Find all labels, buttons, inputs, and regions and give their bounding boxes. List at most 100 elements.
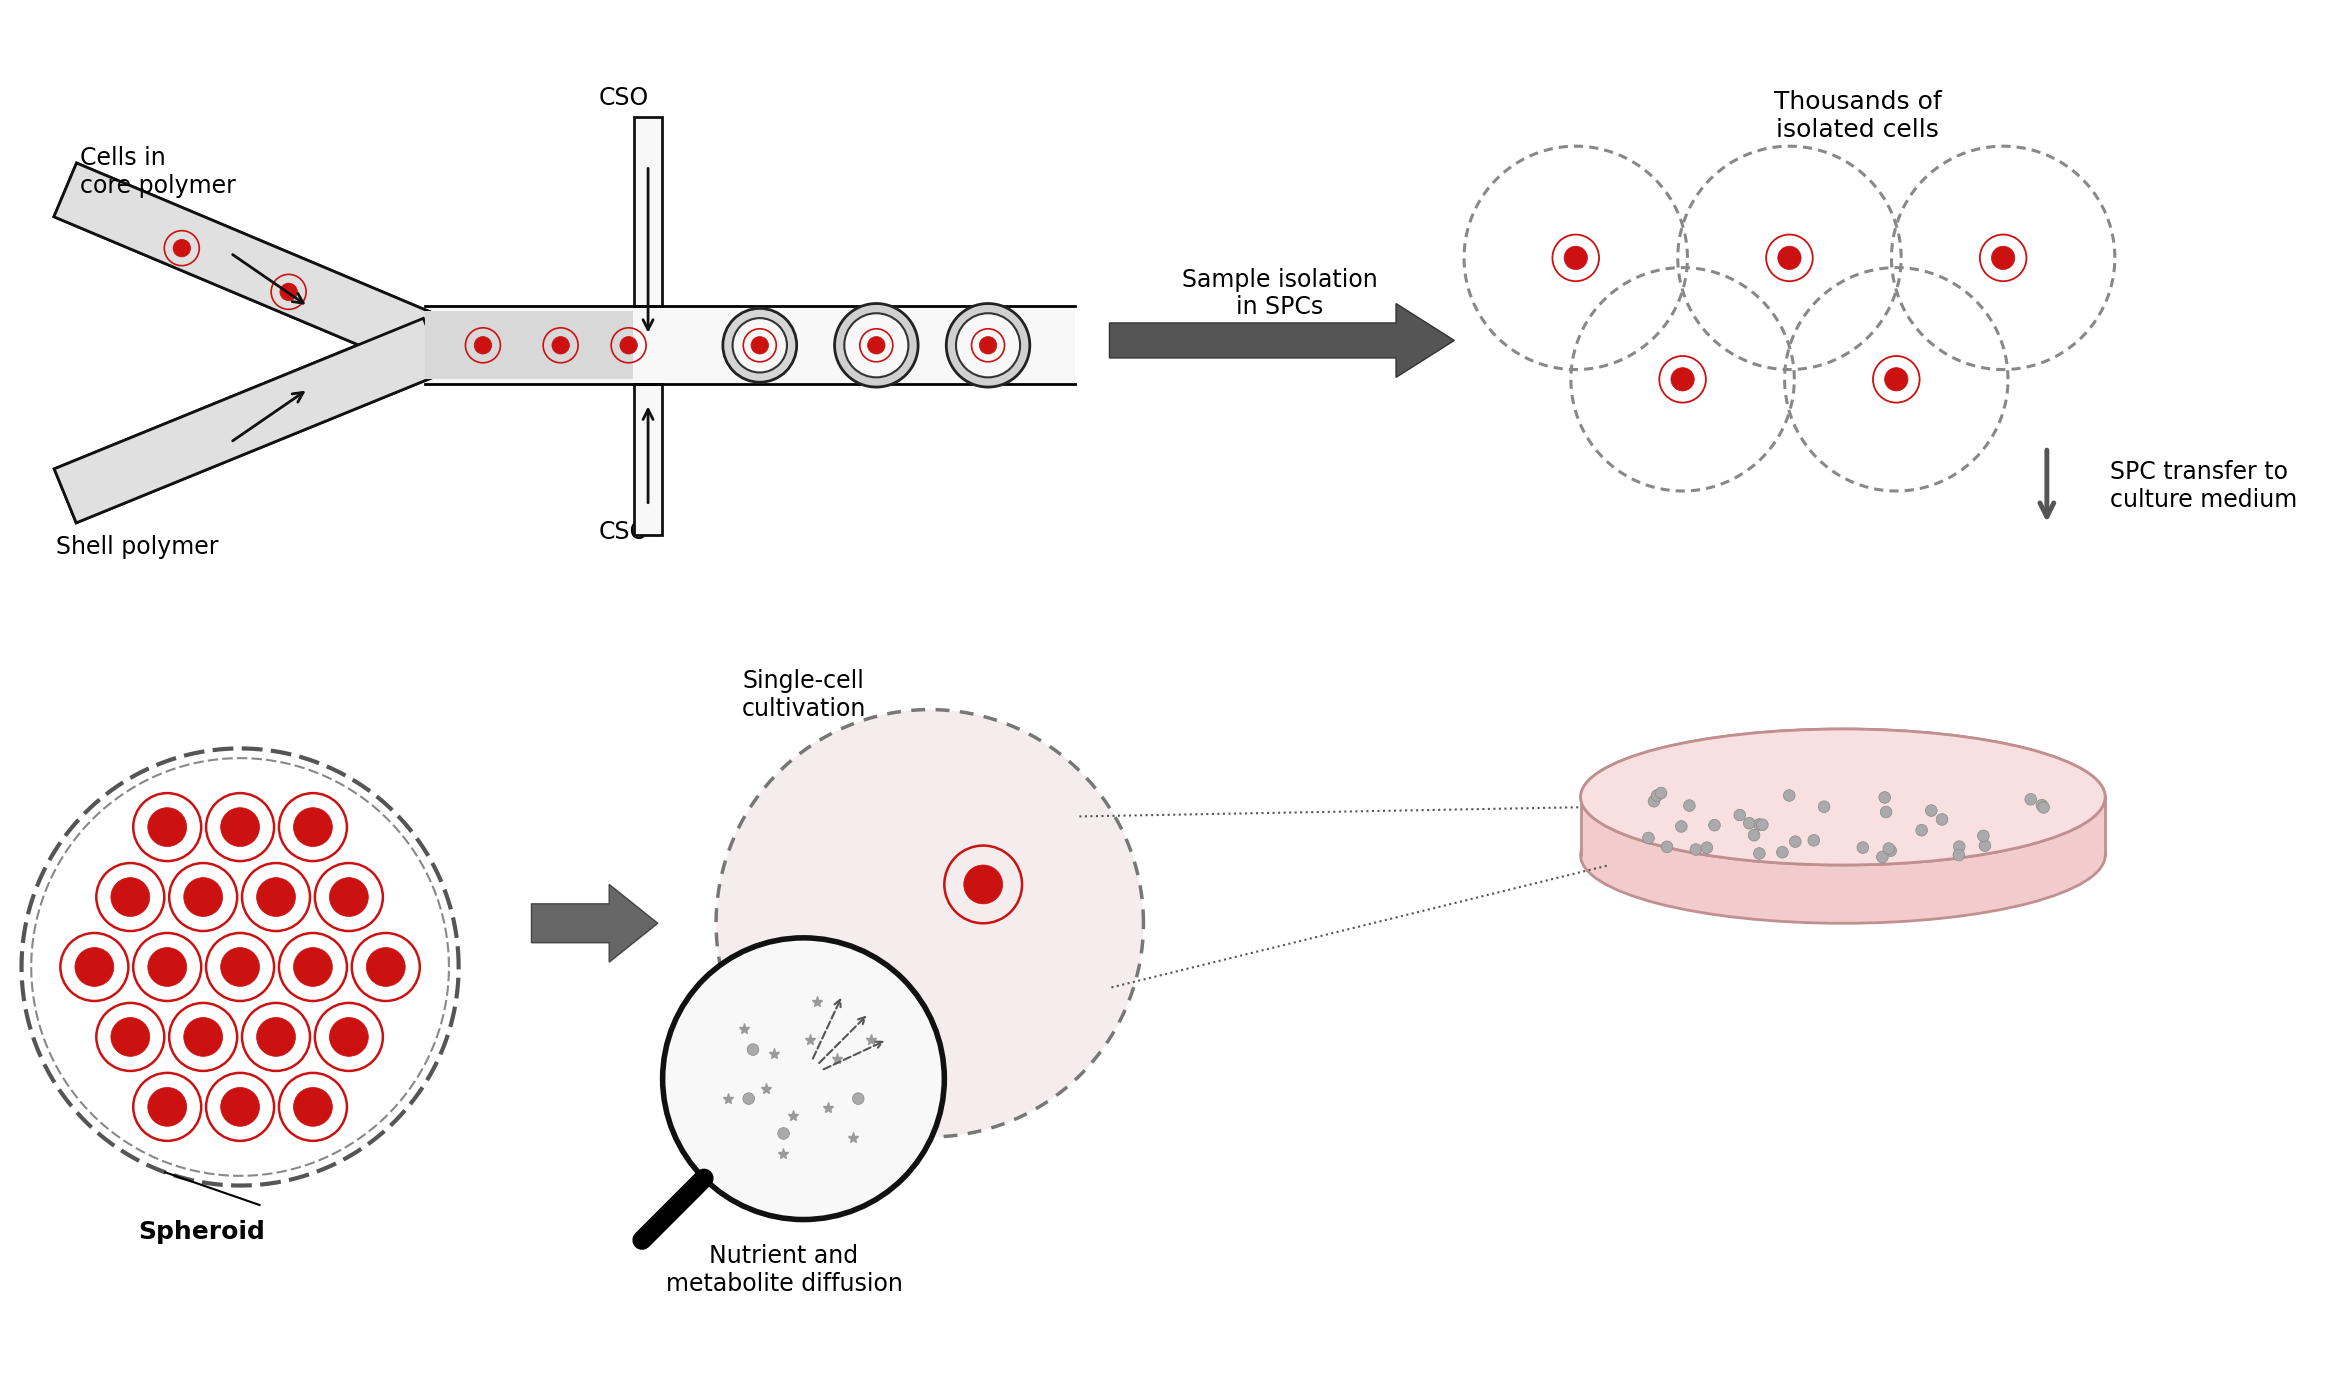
Circle shape — [1884, 845, 1896, 856]
Circle shape — [329, 1017, 368, 1056]
Polygon shape — [634, 117, 662, 306]
Circle shape — [173, 239, 191, 257]
Polygon shape — [54, 318, 445, 523]
Circle shape — [1856, 842, 1868, 853]
Circle shape — [732, 318, 786, 373]
Circle shape — [777, 1127, 788, 1140]
Circle shape — [744, 1093, 756, 1105]
Circle shape — [2036, 799, 2047, 810]
Circle shape — [1660, 841, 1672, 852]
Circle shape — [257, 1017, 296, 1056]
Circle shape — [1917, 824, 1929, 835]
Circle shape — [112, 877, 149, 916]
Circle shape — [1672, 367, 1695, 391]
Circle shape — [294, 1087, 333, 1126]
Circle shape — [1784, 790, 1796, 801]
Circle shape — [1691, 844, 1702, 855]
Ellipse shape — [1581, 728, 2106, 865]
Ellipse shape — [1581, 728, 2106, 865]
Circle shape — [835, 303, 919, 386]
Text: Shell polymer: Shell polymer — [56, 535, 217, 559]
Polygon shape — [54, 163, 445, 373]
Text: SPC transfer to
culture medium: SPC transfer to culture medium — [2110, 460, 2297, 512]
Circle shape — [1926, 805, 1938, 816]
Circle shape — [1656, 787, 1667, 799]
Circle shape — [956, 313, 1019, 377]
Text: CSO: CSO — [599, 520, 648, 545]
Circle shape — [1954, 841, 1966, 852]
Circle shape — [75, 948, 114, 987]
Circle shape — [1777, 246, 1800, 270]
Circle shape — [1880, 806, 1891, 817]
Circle shape — [1464, 146, 1688, 370]
Circle shape — [1651, 790, 1663, 802]
Circle shape — [751, 336, 770, 354]
Circle shape — [184, 1017, 222, 1056]
Circle shape — [1992, 246, 2015, 270]
Circle shape — [1819, 801, 1831, 813]
Circle shape — [746, 1044, 758, 1055]
Text: Cells in
core polymer: Cells in core polymer — [79, 146, 236, 197]
Circle shape — [222, 808, 259, 847]
Circle shape — [112, 1017, 149, 1056]
Circle shape — [1674, 820, 1686, 833]
Circle shape — [1884, 367, 1908, 391]
Circle shape — [280, 284, 298, 300]
Circle shape — [147, 948, 187, 987]
Circle shape — [294, 948, 333, 987]
Circle shape — [1649, 795, 1660, 808]
Circle shape — [716, 709, 1143, 1137]
Circle shape — [2038, 802, 2050, 813]
Circle shape — [1700, 842, 1712, 853]
Circle shape — [1565, 246, 1588, 270]
Polygon shape — [532, 884, 658, 962]
Circle shape — [1749, 830, 1761, 841]
Circle shape — [947, 303, 1031, 386]
Text: CSO: CSO — [599, 86, 648, 110]
Circle shape — [1880, 792, 1891, 803]
Polygon shape — [665, 311, 1075, 379]
Circle shape — [21, 748, 459, 1186]
Text: Nutrient and
metabolite diffusion: Nutrient and metabolite diffusion — [665, 1244, 902, 1295]
Circle shape — [329, 877, 368, 916]
Polygon shape — [1581, 796, 2106, 855]
Polygon shape — [54, 318, 445, 523]
Polygon shape — [634, 384, 662, 535]
Circle shape — [1754, 819, 1765, 830]
Circle shape — [1784, 268, 2008, 491]
Text: Thousands of
isolated cells: Thousands of isolated cells — [1775, 90, 1940, 142]
Circle shape — [963, 865, 1003, 904]
Circle shape — [1891, 146, 2115, 370]
Circle shape — [1756, 819, 1768, 831]
Circle shape — [1952, 849, 1964, 860]
Circle shape — [1735, 809, 1747, 821]
Circle shape — [222, 948, 259, 987]
Circle shape — [366, 948, 406, 987]
Circle shape — [1754, 848, 1765, 859]
Circle shape — [844, 313, 909, 377]
Polygon shape — [424, 306, 1075, 384]
Circle shape — [723, 309, 798, 382]
Polygon shape — [1110, 303, 1455, 377]
Circle shape — [1807, 834, 1819, 847]
Circle shape — [553, 336, 569, 354]
Circle shape — [1777, 847, 1789, 858]
Circle shape — [1709, 819, 1721, 831]
Circle shape — [1677, 146, 1901, 370]
Circle shape — [1936, 813, 1947, 826]
Circle shape — [1744, 817, 1756, 828]
Polygon shape — [424, 311, 632, 379]
Circle shape — [1642, 833, 1653, 844]
Circle shape — [294, 808, 333, 847]
Circle shape — [1684, 799, 1695, 812]
Circle shape — [1978, 830, 1989, 842]
Circle shape — [222, 1087, 259, 1126]
Circle shape — [147, 808, 187, 847]
Circle shape — [854, 1093, 865, 1105]
Circle shape — [979, 336, 996, 354]
Circle shape — [1877, 851, 1889, 863]
Text: Sample isolation
in SPCs: Sample isolation in SPCs — [1182, 268, 1378, 320]
Circle shape — [1980, 840, 1992, 852]
Circle shape — [662, 938, 944, 1219]
Polygon shape — [54, 163, 445, 373]
